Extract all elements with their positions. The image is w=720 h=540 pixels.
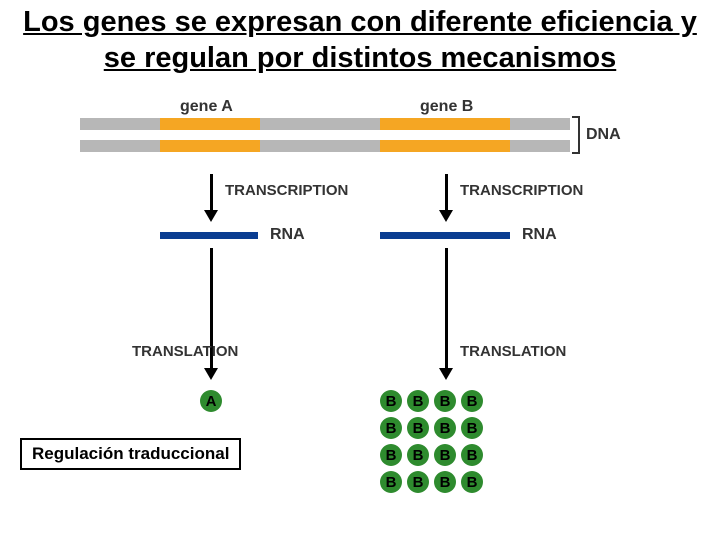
transcription-label-b: TRANSCRIPTION xyxy=(460,182,583,199)
dna-segment xyxy=(380,118,510,130)
transcription-label-a: TRANSCRIPTION xyxy=(225,182,348,199)
protein-b-13: B xyxy=(407,471,429,493)
dna-segment xyxy=(260,140,380,152)
translation-label-a: TRANSLATION xyxy=(132,343,238,360)
protein-b-14: B xyxy=(434,471,456,493)
arrow-translation-b xyxy=(445,248,448,368)
arrow-head-translation-a xyxy=(204,368,218,380)
dna-segment xyxy=(510,118,570,130)
protein-b-9: B xyxy=(407,444,429,466)
dna-double-strand: DNA xyxy=(80,118,640,164)
dna-segment xyxy=(510,140,570,152)
dna-strand-top xyxy=(80,118,640,130)
dna-segment xyxy=(380,140,510,152)
dna-label: DNA xyxy=(586,126,621,144)
arrow-transcription-a xyxy=(210,174,213,210)
protein-b-7: B xyxy=(461,417,483,439)
dna-bracket xyxy=(572,116,580,154)
arrow-head-transcription-b xyxy=(439,210,453,222)
rna-bar-a xyxy=(160,232,258,239)
protein-b-2: B xyxy=(434,390,456,412)
dna-segment xyxy=(260,118,380,130)
gene-b-label: gene B xyxy=(420,98,473,116)
arrow-transcription-b xyxy=(445,174,448,210)
rna-label-b: RNA xyxy=(522,226,557,244)
regulation-box: Regulación traduccional xyxy=(20,438,241,470)
rna-label-a: RNA xyxy=(270,226,305,244)
dna-segment xyxy=(80,118,160,130)
page-title: Los genes se expresan con diferente efic… xyxy=(0,0,720,77)
protein-b-6: B xyxy=(434,417,456,439)
protein-a-0: A xyxy=(200,390,222,412)
protein-b-8: B xyxy=(380,444,402,466)
gene-a-label: gene A xyxy=(180,98,233,116)
protein-b-15: B xyxy=(461,471,483,493)
gene-expression-diagram: gene A gene B DNA TRANSCRIPTIONTRANSCRIP… xyxy=(80,118,640,164)
rna-bar-b xyxy=(380,232,510,239)
protein-b-1: B xyxy=(407,390,429,412)
protein-b-0: B xyxy=(380,390,402,412)
dna-strand-bottom xyxy=(80,140,640,152)
translation-label-b: TRANSLATION xyxy=(460,343,566,360)
protein-b-4: B xyxy=(380,417,402,439)
protein-b-5: B xyxy=(407,417,429,439)
dna-segment xyxy=(80,140,160,152)
arrow-head-translation-b xyxy=(439,368,453,380)
protein-b-11: B xyxy=(461,444,483,466)
protein-b-3: B xyxy=(461,390,483,412)
protein-b-12: B xyxy=(380,471,402,493)
arrow-head-transcription-a xyxy=(204,210,218,222)
dna-segment xyxy=(160,118,260,130)
protein-b-10: B xyxy=(434,444,456,466)
dna-segment xyxy=(160,140,260,152)
